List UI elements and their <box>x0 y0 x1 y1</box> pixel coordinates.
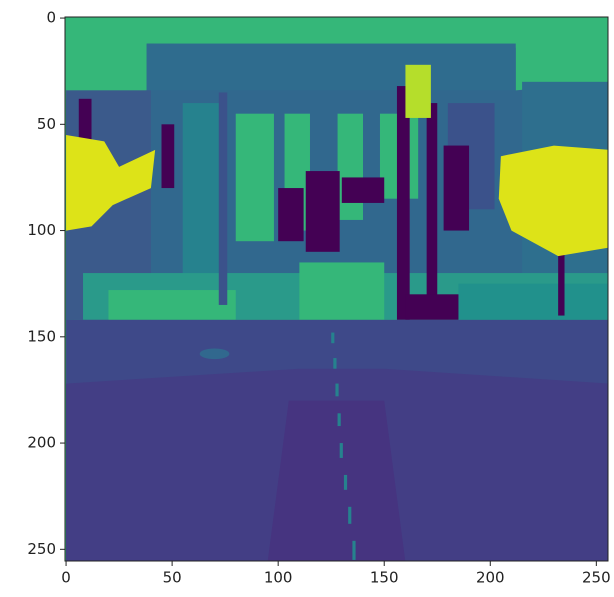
y-tick-label: 250 <box>27 540 56 558</box>
x-tick-label: 250 <box>582 569 611 587</box>
y-tick-label: 0 <box>46 9 56 27</box>
x-tick-label: 150 <box>370 569 399 587</box>
y-tick-label: 150 <box>27 327 56 345</box>
x-tick-label: 200 <box>476 569 505 587</box>
y-tick-label: 50 <box>37 115 56 133</box>
x-tick-label: 100 <box>264 569 293 587</box>
axes-frame <box>64 16 609 562</box>
image <box>65 17 608 561</box>
x-tick-label: 0 <box>61 569 71 587</box>
y-tick-label: 200 <box>27 434 56 452</box>
x-tick-label: 50 <box>163 569 182 587</box>
y-tick-label: 100 <box>27 221 56 239</box>
